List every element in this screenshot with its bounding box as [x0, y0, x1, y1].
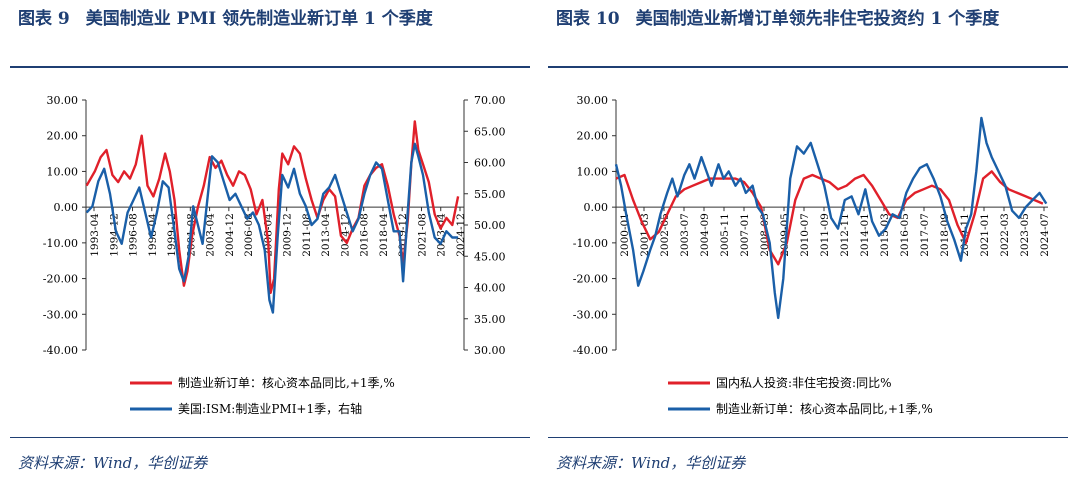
figure-10-bottom-rule — [548, 437, 1068, 438]
y-tick-label-left: 0.00 — [54, 201, 79, 214]
figure-9-top-rule — [10, 66, 530, 68]
legend-label-1: 美国:ISM:制造业PMI+1季，右轴 — [178, 401, 362, 416]
x-tick-label: 2004-12 — [224, 213, 236, 257]
legend-label-1: 制造业新订单：核心资本品同比,+1季,% — [716, 401, 933, 416]
y-tick-label-right: 50.00 — [474, 219, 506, 232]
x-tick-label: 2018-09 — [939, 213, 951, 257]
x-tick-label: 2011-08 — [301, 213, 313, 257]
x-tick-label: 1996-08 — [128, 213, 140, 257]
y-tick-label-left: 30.00 — [577, 94, 609, 107]
y-tick-label-left: 0.00 — [584, 201, 609, 214]
x-tick-label: 2024-12 — [455, 213, 467, 257]
figure-9-title: 图表 9 美国制造业 PMI 领先制造业新订单 1 个季度 — [18, 4, 523, 34]
x-tick-label: 2021-08 — [416, 213, 428, 257]
x-tick-label: 2023-05 — [1019, 213, 1031, 257]
figure-10-source: 资料来源：Wind，华创证券 — [556, 454, 746, 472]
series-line-1 — [614, 116, 1048, 320]
figure-10-title: 图表 10 美国制造业新增订单领先非住宅投资约 1 个季度 — [556, 4, 1061, 34]
x-tick-label: 2021-01 — [979, 213, 991, 257]
y-tick-label-left: 10.00 — [577, 165, 609, 178]
y-tick-label-left: -10.00 — [43, 237, 78, 250]
x-tick-label: 2004-09 — [699, 213, 711, 257]
figure-9-panel: 图表 9 美国制造业 PMI 领先制造业新订单 1 个季度 30.00 20.00 1… — [10, 0, 530, 485]
x-tick-label: 2014-12 — [339, 213, 351, 257]
figure-9-bottom-rule — [10, 437, 530, 438]
y-tick-label-right: 40.00 — [474, 282, 506, 295]
figure-10-chart: 30.00 20.00 10.00 0.00 -10.00 -20.00 -30.00 -40… — [573, 94, 1051, 416]
figure-9-source: 资料来源：Wind，华创证券 — [18, 454, 208, 472]
figure-10-label: 图表 10 — [556, 9, 620, 29]
x-tick-label: 1993-04 — [89, 213, 101, 257]
y-tick-label-left: -40.00 — [573, 344, 608, 357]
y-tick-label-left: -30.00 — [43, 308, 78, 321]
figure-10-panel: 图表 10 美国制造业新增订单领先非住宅投资约 1 个季度 30.00 20.00 1… — [548, 0, 1068, 485]
x-tick-label: 2012-11 — [839, 213, 851, 257]
y-tick-label-right: 70.00 — [474, 94, 506, 107]
y-tick-label-right: 55.00 — [474, 188, 506, 201]
x-tick-label: 1994-12 — [108, 213, 120, 257]
figure-10-title-text: 美国制造业新增订单领先非住宅投资约 1 个季度 — [635, 9, 1000, 29]
figure-10-top-rule — [548, 66, 1068, 68]
y-tick-label-right: 65.00 — [474, 125, 506, 138]
y-tick-label-right: 35.00 — [474, 313, 506, 326]
x-tick-label: 2010-07 — [799, 213, 811, 257]
y-tick-label-left: -30.00 — [573, 308, 608, 321]
figure-9-label: 图表 9 — [18, 9, 70, 29]
x-tick-label: 2006-08 — [243, 213, 255, 257]
x-tick-label: 2024-07 — [1039, 213, 1051, 257]
y-tick-label-right: 60.00 — [474, 157, 506, 170]
legend-label-0: 国内私人投资:非住宅投资:同比% — [716, 375, 892, 390]
x-tick-label: 2022-03 — [999, 213, 1011, 257]
series-line-0 — [615, 170, 1044, 266]
x-tick-label: 2018-04 — [378, 213, 390, 257]
y-tick-label-left: 20.00 — [47, 130, 79, 143]
x-tick-label: 2007-01 — [739, 213, 751, 257]
legend-label-0: 制造业新订单：核心资本品同比,+1季,% — [178, 375, 395, 390]
x-tick-label: 2016-08 — [359, 213, 371, 257]
y-tick-label-left: -20.00 — [573, 273, 608, 286]
y-tick-label-left: -10.00 — [573, 237, 608, 250]
x-tick-label: 2003-07 — [679, 213, 691, 257]
x-tick-label: 2017-07 — [919, 213, 931, 257]
y-tick-label-left: 10.00 — [47, 165, 79, 178]
x-tick-label: 1999-12 — [166, 213, 178, 257]
y-tick-label-left: -20.00 — [43, 273, 78, 286]
y-tick-label-right: 30.00 — [474, 344, 506, 357]
y-tick-label-right: 45.00 — [474, 250, 506, 263]
x-tick-label: 2005-11 — [719, 213, 731, 257]
series-line-1 — [85, 142, 459, 314]
x-tick-label: 2003-04 — [205, 213, 217, 257]
figure-9-title-text: 美国制造业 PMI 领先制造业新订单 1 个季度 — [85, 9, 433, 29]
y-tick-label-left: -40.00 — [43, 344, 78, 357]
figure-9-chart: 30.00 20.00 10.00 0.00 -10.00 -20.00 -30.00 -40… — [43, 94, 506, 416]
x-tick-label: 2016-05 — [899, 213, 911, 257]
y-tick-label-left: 20.00 — [577, 130, 609, 143]
x-tick-label: 2013-04 — [320, 213, 332, 257]
x-tick-label: 2014-01 — [859, 213, 871, 257]
y-tick-label-left: 30.00 — [47, 94, 79, 107]
x-tick-label: 2011-09 — [819, 213, 831, 257]
x-tick-label: 2009-12 — [282, 213, 294, 257]
